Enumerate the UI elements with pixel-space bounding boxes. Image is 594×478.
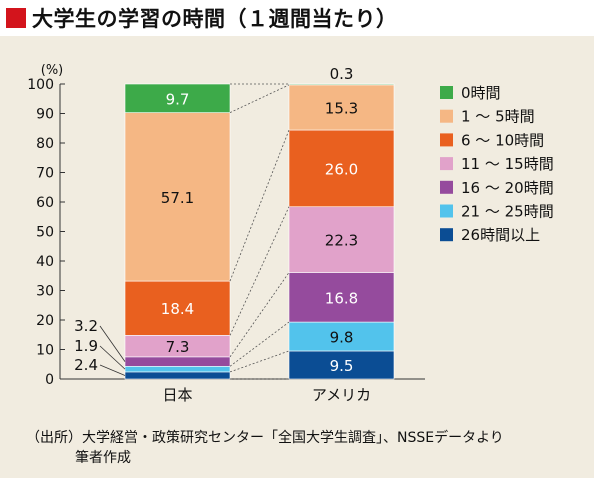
data-label-2-1: 9.5 <box>330 357 354 375</box>
y-tick-label-70: 70 <box>36 166 54 182</box>
data-label-1-5: 18.4 <box>161 300 194 318</box>
source-line-2: 筆者作成 <box>75 450 131 466</box>
legend-swatch-6 <box>440 204 453 218</box>
y-tick-label-30: 30 <box>36 284 54 300</box>
connector-line-6 <box>229 129 290 282</box>
bar-segment-2-5 <box>288 129 395 208</box>
data-label-2-6: 15.3 <box>325 99 358 117</box>
y-tick-label-10: 10 <box>36 343 54 359</box>
bar-segment-1-5 <box>124 280 231 336</box>
y-tick-label-80: 80 <box>36 136 54 152</box>
data-label-1-7: 9.7 <box>166 90 190 108</box>
legend-swatch-1 <box>440 86 453 99</box>
connector-line-3 <box>229 321 290 367</box>
legend-label-2: 1 ～ 5時間 <box>461 108 535 126</box>
bar-segment-1-1 <box>124 371 231 380</box>
y-tick-label-50: 50 <box>36 225 54 241</box>
y-unit-label: (%) <box>41 63 64 78</box>
leader-line-1-3 <box>99 325 126 362</box>
y-tick-label-60: 60 <box>36 195 54 211</box>
leader-line-1-2 <box>99 345 126 370</box>
data-label-2-7: 0.3 <box>330 65 354 83</box>
source-note: （出所）大学経営・政策研究センター「全国大学生調査」、NSSEデータより 筆者作… <box>26 428 504 468</box>
y-tick-label-90: 90 <box>36 107 54 123</box>
legend-swatch-2 <box>440 109 453 123</box>
data-label-2-4: 22.3 <box>325 232 358 250</box>
legend-label-1: 0時間 <box>461 84 501 102</box>
y-tick-label-100: 100 <box>27 77 54 93</box>
bar-segment-2-4 <box>288 206 395 273</box>
legend-label-5: 16 ～ 20時間 <box>461 179 554 197</box>
legend-swatch-4 <box>440 157 453 171</box>
connector-line-7 <box>229 84 290 113</box>
legend-label-6: 21 ～ 25時間 <box>461 203 554 221</box>
bar-segment-1-2 <box>124 366 231 373</box>
data-label-1-4: 7.3 <box>166 338 190 356</box>
category-label-2: アメリカ <box>312 386 371 404</box>
bar-segment-1-7 <box>124 83 231 113</box>
data-label-1-6: 57.1 <box>161 189 194 207</box>
source-line-1: （出所）大学経営・政策研究センター「全国大学生調査」、NSSEデータより <box>26 430 504 446</box>
data-label-2-3: 16.8 <box>325 289 358 307</box>
data-label-2-2: 9.8 <box>330 329 354 347</box>
data-label-1-2: 1.9 <box>74 337 98 355</box>
bar-segment-2-1 <box>288 350 395 380</box>
data-label-2-5: 26.0 <box>325 160 358 178</box>
bar-segment-1-6 <box>124 112 231 282</box>
connector-line-5 <box>229 206 290 336</box>
chart-title: 大学生の学習の時間（１週間当たり） <box>32 7 398 31</box>
category-label-1: 日本 <box>162 386 192 404</box>
y-tick-label-20: 20 <box>36 313 54 329</box>
legend-swatch-7 <box>440 228 453 242</box>
legend-label-7: 26時間以上 <box>461 226 540 244</box>
bar-segment-1-3 <box>124 356 231 367</box>
data-label-1-1: 2.4 <box>74 356 98 374</box>
legend-swatch-3 <box>440 133 453 147</box>
bar-segment-2-3 <box>288 272 395 323</box>
legend-label-4: 11 ～ 15時間 <box>461 155 554 173</box>
legend-label-3: 6 ～ 10時間 <box>461 131 544 149</box>
title-marker <box>6 8 26 28</box>
y-tick-label-0: 0 <box>45 372 54 388</box>
bar-segment-2-7 <box>288 83 395 86</box>
connector-line-2 <box>229 350 290 373</box>
bar-segment-2-6 <box>288 84 395 131</box>
legend-swatch-5 <box>440 180 453 194</box>
y-tick-label-40: 40 <box>36 254 54 270</box>
data-label-1-3: 3.2 <box>74 317 98 335</box>
connector-line-4 <box>229 272 290 358</box>
leader-line-1-1 <box>99 364 126 376</box>
